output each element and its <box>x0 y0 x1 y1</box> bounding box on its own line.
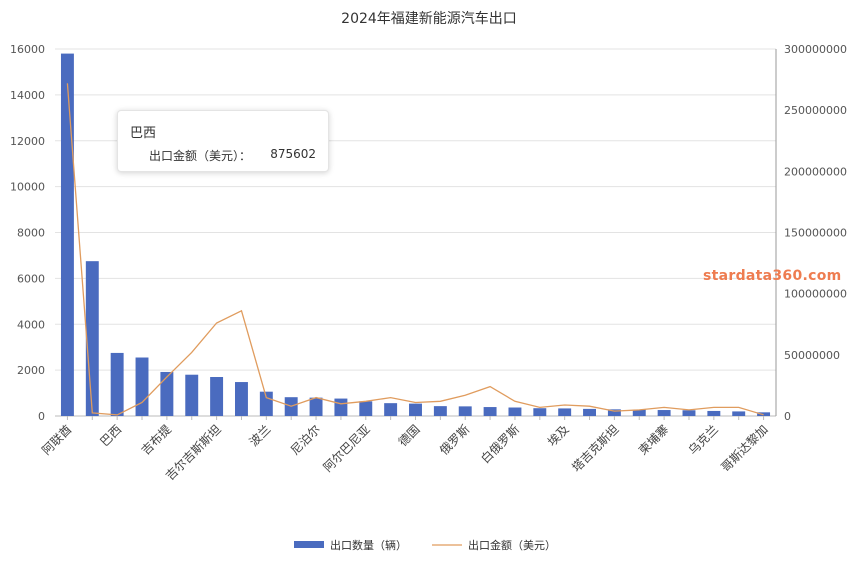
x-tick-label: 俄罗斯 <box>437 422 472 457</box>
x-tick-label: 乌克兰 <box>685 422 721 458</box>
legend: 出口数量（辆） 出口金额（美元） <box>294 538 556 552</box>
legend-swatch-bars <box>294 541 324 548</box>
y-right-tick-label: 250000000 <box>784 104 847 117</box>
x-tick-label: 阿联酋 <box>38 422 74 458</box>
tooltip-title: 巴西 <box>130 126 157 141</box>
bar <box>60 53 74 417</box>
y-right-tick-label: 200000000 <box>784 165 847 178</box>
x-tick-label: 阿尔巴尼亚 <box>320 422 373 475</box>
legend-label-bars: 出口数量（辆） <box>330 538 407 552</box>
bar <box>682 410 696 416</box>
x-tick-label: 尼泊尔 <box>287 422 323 458</box>
watermark: stardata360.com <box>703 268 842 284</box>
left-axis: 0 2000 4000 6000 8000 10000 12000 14000 16000 <box>10 43 45 423</box>
tooltip: 巴西 出口金额（美元）： 875602 <box>117 110 329 172</box>
y-left-tick-label: 0 <box>38 410 45 423</box>
bar <box>607 409 621 416</box>
bar <box>334 398 348 416</box>
x-tick-label: 柬埔寨 <box>635 422 671 458</box>
bar <box>533 408 547 416</box>
tooltip-label: 出口金额（美元）： <box>149 149 252 163</box>
y-left-tick-label: 8000 <box>17 227 45 240</box>
x-tick-label: 埃及 <box>545 422 572 449</box>
bar <box>632 409 646 416</box>
x-tick-label: 巴西 <box>97 422 124 449</box>
x-tick-label: 德国 <box>395 422 423 450</box>
x-tick-label: 白俄罗斯 <box>478 422 523 467</box>
bar <box>185 374 199 416</box>
bar <box>384 403 398 416</box>
bar <box>458 406 472 416</box>
bar <box>85 261 99 416</box>
bar <box>657 410 671 416</box>
y-left-tick-label: 4000 <box>17 318 45 331</box>
y-right-tick-label: 0 <box>784 410 791 423</box>
series-line <box>66 83 764 416</box>
bar <box>583 408 596 416</box>
bar <box>433 406 447 416</box>
y-left-tick-label: 6000 <box>17 272 45 285</box>
y-right-tick-label: 150000000 <box>784 227 847 240</box>
bar <box>508 407 522 416</box>
x-tick-label: 塔吉克斯坦 <box>569 422 621 474</box>
bar <box>359 401 373 416</box>
x-tick-label: 吉布提 <box>138 422 174 458</box>
bar-series <box>60 53 771 417</box>
y-left-tick-label: 2000 <box>17 364 45 377</box>
bar <box>707 410 721 416</box>
bar <box>732 411 746 416</box>
bar <box>210 377 224 416</box>
tooltip-value: 875602 <box>270 147 316 161</box>
y-right-tick-label: 50000000 <box>784 349 840 362</box>
bar <box>483 407 497 416</box>
bar <box>309 397 323 416</box>
y-left-tick-label: 10000 <box>10 181 45 194</box>
y-right-tick-label: 100000000 <box>784 288 847 301</box>
right-axis: 0 50000000 100000000 150000000 200000000 2500… <box>775 43 847 423</box>
x-tick-label: 哥斯达黎加 <box>718 422 770 474</box>
bar <box>558 408 572 416</box>
line-series <box>66 83 764 416</box>
y-left-tick-label: 16000 <box>10 43 45 56</box>
grid-lines <box>55 48 776 417</box>
y-left-tick-label: 12000 <box>10 135 45 148</box>
bar <box>259 391 273 416</box>
bar <box>235 382 248 416</box>
y-left-tick-label: 14000 <box>10 89 45 102</box>
bar <box>409 403 422 416</box>
x-tick-label: 波兰 <box>247 422 274 449</box>
chart-title: 2024年福建新能源汽车出口 <box>341 10 517 27</box>
bar <box>110 352 124 416</box>
bar <box>135 357 149 416</box>
legend-label-line: 出口金额（美元） <box>468 538 556 552</box>
bar <box>160 371 174 416</box>
y-right-tick-label: 300000000 <box>784 43 847 56</box>
